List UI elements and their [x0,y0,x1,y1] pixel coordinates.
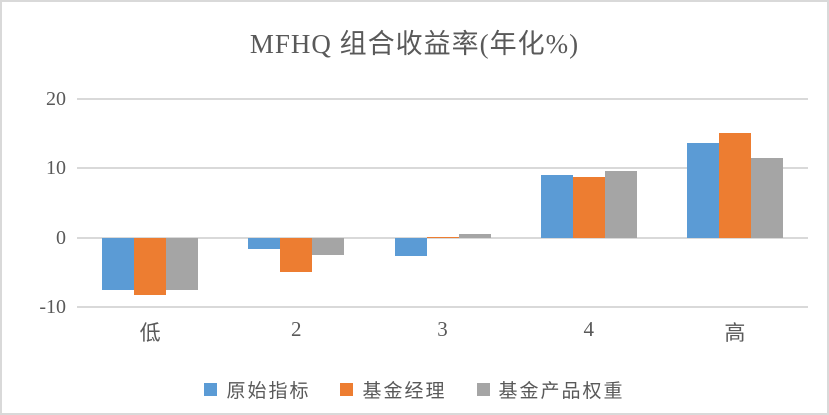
legend-item-基金经理: 基金经理 [340,376,446,403]
chart-title: MFHQ 组合收益率(年化%) [249,29,580,59]
bar-基金产品权重-3 [458,234,491,238]
bar-基金产品权重-4 [604,171,637,238]
bar-原始指标-4 [540,174,573,238]
y-axis-tick-label: 20 [46,88,66,110]
bar-原始指标-高 [686,143,719,238]
y-axis-tick-label: 10 [46,157,66,180]
gridline [77,236,808,239]
bar-基金经理-高 [718,132,751,238]
legend-item-原始指标: 原始指标 [204,376,310,403]
x-axis-category-label: 低 [139,321,161,345]
bar-基金经理-3 [426,236,459,238]
bar-基金经理-4 [572,177,605,238]
x-axis-category-label: 2 [291,317,302,341]
gridline [77,167,808,170]
legend-label: 原始指标 [226,381,311,402]
x-axis-category-label: 4 [583,317,594,341]
legend-label: 基金经理 [362,381,447,402]
legend-item-基金产品权重: 基金产品权重 [476,376,625,403]
bar-原始指标-3 [394,237,427,256]
bar-基金经理-2 [280,237,313,273]
y-axis-tick-label: -10 [39,296,66,318]
plot-area [77,98,808,308]
x-axis-category-label: 3 [437,317,448,341]
legend-label: 基金产品权重 [498,381,625,402]
bar-基金经理-低 [134,237,167,295]
gridline [77,306,808,308]
legend-swatch-icon [340,383,354,396]
gridline [77,98,808,100]
legend-swatch-icon [476,383,490,396]
legend-swatch-icon [204,383,218,396]
bar-基金产品权重-高 [750,157,783,238]
bar-基金产品权重-低 [166,237,199,290]
y-axis-tick-label: 0 [56,226,66,249]
x-axis-category-label: 高 [724,321,746,345]
bar-原始指标-低 [102,237,135,290]
bar-原始指标-2 [248,237,281,249]
bar-基金产品权重-2 [312,237,345,255]
legend: 原始指标 基金经理 基金产品权重 [2,376,827,403]
